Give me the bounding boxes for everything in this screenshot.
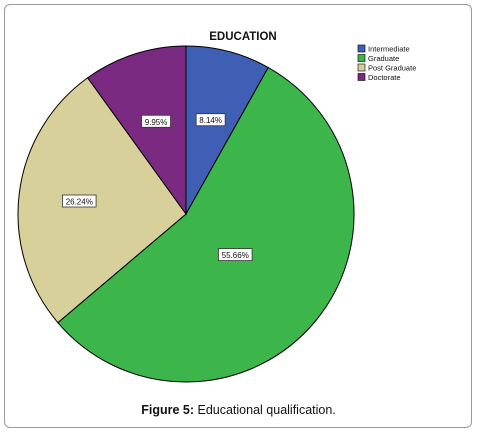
education-pie-chart: EDUCATION 8.14% 55.66% 26.24% 9.95% Interme…	[17, 31, 416, 383]
data-label-box-intermediate	[195, 113, 226, 127]
data-label-graduate: 55.66%	[218, 248, 253, 262]
figure-caption-text: Educational qualification.	[194, 403, 336, 417]
chart-title: EDUCATION	[209, 31, 277, 43]
legend-label-intermediate: Intermediate	[368, 45, 410, 54]
data-label-box-doctorate	[141, 114, 171, 128]
legend-swatch-post-graduate	[357, 63, 366, 72]
data-label-box-post-graduate	[62, 194, 97, 208]
pie-slice-post-graduate	[17, 77, 187, 324]
data-label-intermediate: 8.14%	[195, 113, 226, 127]
pie-slices	[17, 45, 355, 383]
data-label-text-graduate: 55.66%	[222, 251, 249, 260]
pie-slice-graduate	[57, 66, 355, 383]
legend-swatch-graduate	[357, 54, 366, 62]
pie-data-labels: 8.14% 55.66% 26.24% 9.95%	[62, 113, 253, 262]
legend-label-post-graduate: Post Graduate	[368, 64, 416, 73]
figure-label: Figure 5:	[141, 403, 195, 417]
data-label-text-post-graduate: 26.24%	[66, 198, 93, 207]
data-label-post-graduate: 26.24%	[62, 194, 97, 208]
data-label-box-graduate	[218, 248, 253, 262]
legend-label-doctorate: Doctorate	[368, 73, 401, 82]
figure-caption: Figure 5: Educational qualification.	[0, 403, 477, 417]
legend-label-graduate: Graduate	[368, 54, 399, 63]
legend-swatch-doctorate	[357, 73, 366, 81]
data-label-doctorate: 9.95%	[141, 114, 171, 128]
data-label-text-doctorate: 9.95%	[145, 118, 168, 127]
pie-slice-doctorate	[86, 45, 187, 216]
legend-swatch-intermediate	[357, 44, 366, 53]
data-label-text-intermediate: 8.14%	[199, 116, 222, 125]
